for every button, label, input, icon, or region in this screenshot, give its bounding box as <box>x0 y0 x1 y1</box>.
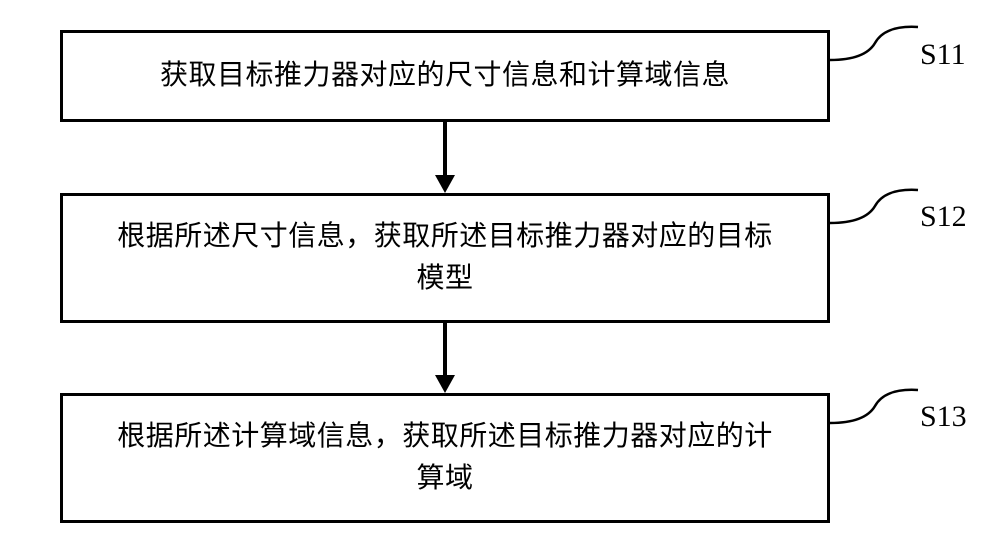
flow-node-1: 获取目标推力器对应的尺寸信息和计算域信息 <box>60 30 830 122</box>
flow-node-1-text: 获取目标推力器对应的尺寸信息和计算域信息 <box>160 55 730 97</box>
flow-node-3-text: 根据所述计算域信息，获取所述目标推力器对应的计 算域 <box>117 416 773 500</box>
flow-node-3: 根据所述计算域信息，获取所述目标推力器对应的计 算域 <box>60 393 830 523</box>
step-label-3: S13 <box>920 400 967 434</box>
edge-1-2-head <box>435 175 455 193</box>
flow-node-2-text: 根据所述尺寸信息，获取所述目标推力器对应的目标 模型 <box>117 216 773 300</box>
bracket-3 <box>830 388 920 428</box>
bracket-2 <box>830 188 920 228</box>
flowchart-canvas: 获取目标推力器对应的尺寸信息和计算域信息 S11 根据所述尺寸信息，获取所述目标… <box>0 0 1000 542</box>
edge-2-3-line <box>443 323 447 377</box>
flow-node-2: 根据所述尺寸信息，获取所述目标推力器对应的目标 模型 <box>60 193 830 323</box>
step-label-2: S12 <box>920 200 967 234</box>
edge-2-3-head <box>435 375 455 393</box>
edge-1-2-line <box>443 122 447 177</box>
step-label-1: S11 <box>920 38 966 72</box>
bracket-1 <box>830 25 920 65</box>
